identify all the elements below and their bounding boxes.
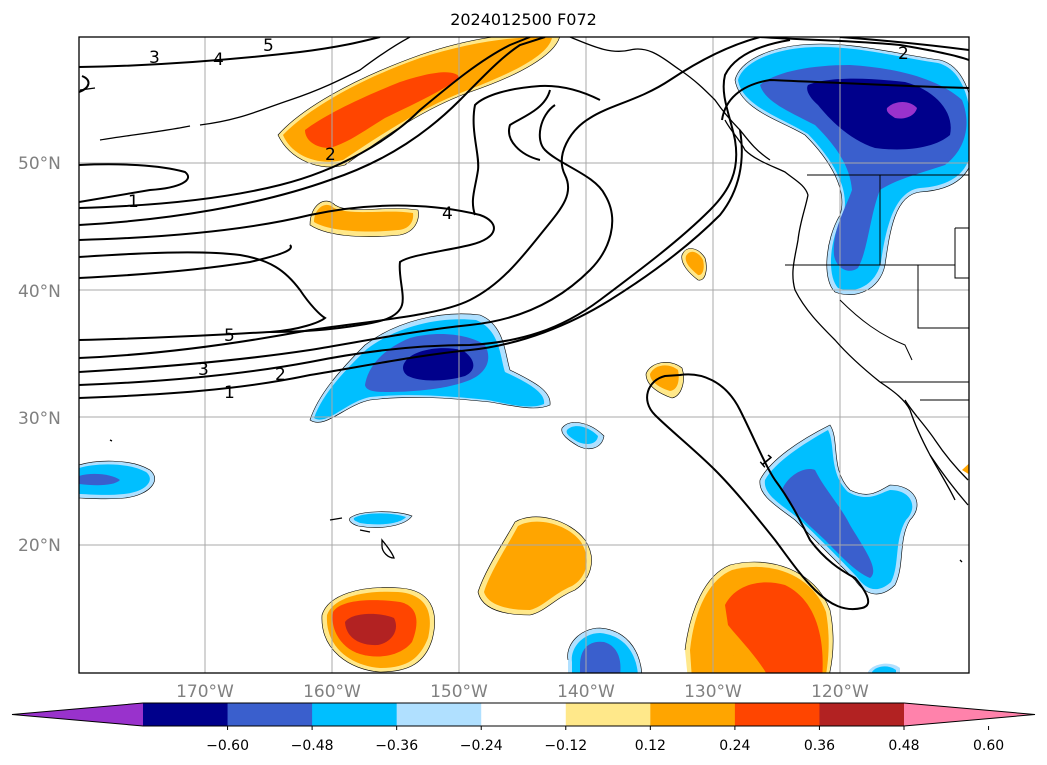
- colorbar-tick-label: −0.60: [206, 738, 249, 754]
- island-small: [959, 559, 963, 563]
- contour-label: 3: [149, 48, 160, 68]
- contour-label: 2: [325, 145, 336, 165]
- contour-line: [79, 37, 546, 226]
- contour-line: [79, 75, 90, 93]
- contour-line: [79, 37, 531, 209]
- colorbar-segment: [650, 703, 736, 726]
- colorbar-segment: [481, 703, 567, 726]
- contour-line: [759, 37, 969, 61]
- gridlines: [79, 37, 969, 673]
- coastline-us-west: [792, 194, 911, 411]
- contour-lines: [79, 37, 969, 610]
- contour-line: [646, 373, 870, 610]
- colorbar-labels: −0.60 −0.48 −0.36 −0.24 −0.12 0.12 0.24 0.36 0.4…: [206, 726, 1004, 754]
- latitude-labels: 50°N 40°N 30°N 20°N: [18, 154, 61, 556]
- lon-label: 140°W: [557, 682, 615, 702]
- anomaly-fill-south: [484, 521, 587, 610]
- contour-line: [508, 89, 551, 161]
- contour-line: [839, 37, 969, 51]
- colorbar-segment: [396, 703, 482, 726]
- anomaly-fill-northeast: [807, 78, 951, 150]
- contour-line: [79, 39, 791, 386]
- anomaly-fill-midpacific: [314, 204, 414, 232]
- coastline-mexico: [929, 454, 969, 506]
- map-panel: 3 4 5 2 2 1 4 5 3 2 1 1: [79, 36, 969, 673]
- contour-label: 3: [198, 360, 209, 380]
- contour-line: [79, 163, 189, 203]
- island-small: [109, 439, 113, 442]
- coastline-bc: [724, 119, 809, 196]
- colorbar: [11, 702, 1036, 727]
- colorbar-segment: [565, 703, 651, 726]
- colorbar-segment: [227, 703, 313, 726]
- colorbar-tick-label: −0.48: [291, 738, 334, 754]
- anomaly-fill-south-neg: [580, 641, 621, 673]
- contour-line: [79, 251, 327, 333]
- contour-line: [471, 84, 601, 216]
- colorbar-outline: [11, 702, 1036, 727]
- contour-label: 1: [224, 383, 235, 403]
- longitude-labels: 170°W 160°W 150°W 140°W 130°W 120°W: [176, 682, 869, 702]
- island-hawaii: [329, 517, 395, 559]
- colorbar-tick-label: −0.36: [375, 738, 418, 754]
- lon-label: 120°W: [811, 682, 869, 702]
- colorbar-tick-label: 0.36: [804, 738, 835, 754]
- coastlines: [79, 37, 969, 563]
- anomaly-fill-small: [650, 365, 679, 391]
- anomaly-fill-hawaii: [353, 513, 406, 525]
- colorbar-segment: [904, 703, 1035, 726]
- contour-label: 4: [442, 204, 453, 224]
- anomaly-fill-south: [345, 613, 397, 646]
- contour-line: [79, 37, 381, 68]
- anomaly-fill-small: [566, 426, 598, 444]
- coastline-alaska-south: [569, 37, 771, 161]
- lon-label: 170°W: [176, 682, 234, 702]
- colorbar-tick-label: −0.24: [460, 738, 503, 754]
- lon-label: 160°W: [303, 682, 361, 702]
- colorbar-segment: [734, 703, 820, 726]
- anomaly-fill-northeast: [886, 102, 917, 119]
- anomaly-fill-edge: [962, 463, 969, 475]
- colorbar-segment: [12, 703, 143, 726]
- borders: [785, 174, 969, 401]
- colorbar-tick-label: 0.48: [888, 738, 919, 754]
- negative-anomaly-fills: [79, 44, 969, 673]
- anomaly-outlines: [79, 37, 969, 673]
- lat-label: 40°N: [18, 282, 61, 302]
- lat-label: 30°N: [18, 409, 61, 429]
- lat-label: 50°N: [18, 154, 61, 174]
- lon-label: 130°W: [684, 682, 742, 702]
- colorbar-segment: [143, 703, 229, 726]
- colorbar-segment: [819, 703, 905, 726]
- contour-label: 4: [213, 50, 224, 70]
- anomaly-fill-southeast-neg: [782, 469, 874, 578]
- colorbar-tick-label: 0.60: [973, 738, 1004, 754]
- lon-label: 150°W: [430, 682, 488, 702]
- anomaly-fill-small: [685, 251, 704, 276]
- map-frame: [78, 36, 970, 674]
- contour-line: [79, 244, 292, 279]
- colorbar-segment: [312, 703, 398, 726]
- anomaly-fill-edge: [872, 666, 896, 673]
- anomaly-fill-west: [79, 473, 120, 486]
- contour-line: [79, 37, 761, 359]
- contour-label: 5: [263, 36, 274, 56]
- contour-line: [721, 78, 969, 121]
- contour-label: 5: [224, 326, 235, 346]
- colorbar-tick-label: 0.24: [719, 738, 750, 754]
- contour-line: [79, 104, 614, 373]
- map-title: 2024012500 F072: [450, 10, 597, 29]
- anomaly-fill-southeast-hole: [733, 644, 755, 673]
- contour-label: 2: [275, 365, 286, 385]
- anomaly-fill-gulf-alaska: [305, 72, 460, 148]
- colorbar-tick-label: −0.12: [544, 738, 587, 754]
- contour-label: 2: [898, 44, 909, 64]
- lat-label: 20°N: [18, 536, 61, 556]
- contour-line: [79, 129, 743, 399]
- colorbar-tick-label: 0.12: [635, 738, 666, 754]
- contour-label: 1: [128, 192, 139, 212]
- anomaly-fill-southeast: [725, 582, 823, 673]
